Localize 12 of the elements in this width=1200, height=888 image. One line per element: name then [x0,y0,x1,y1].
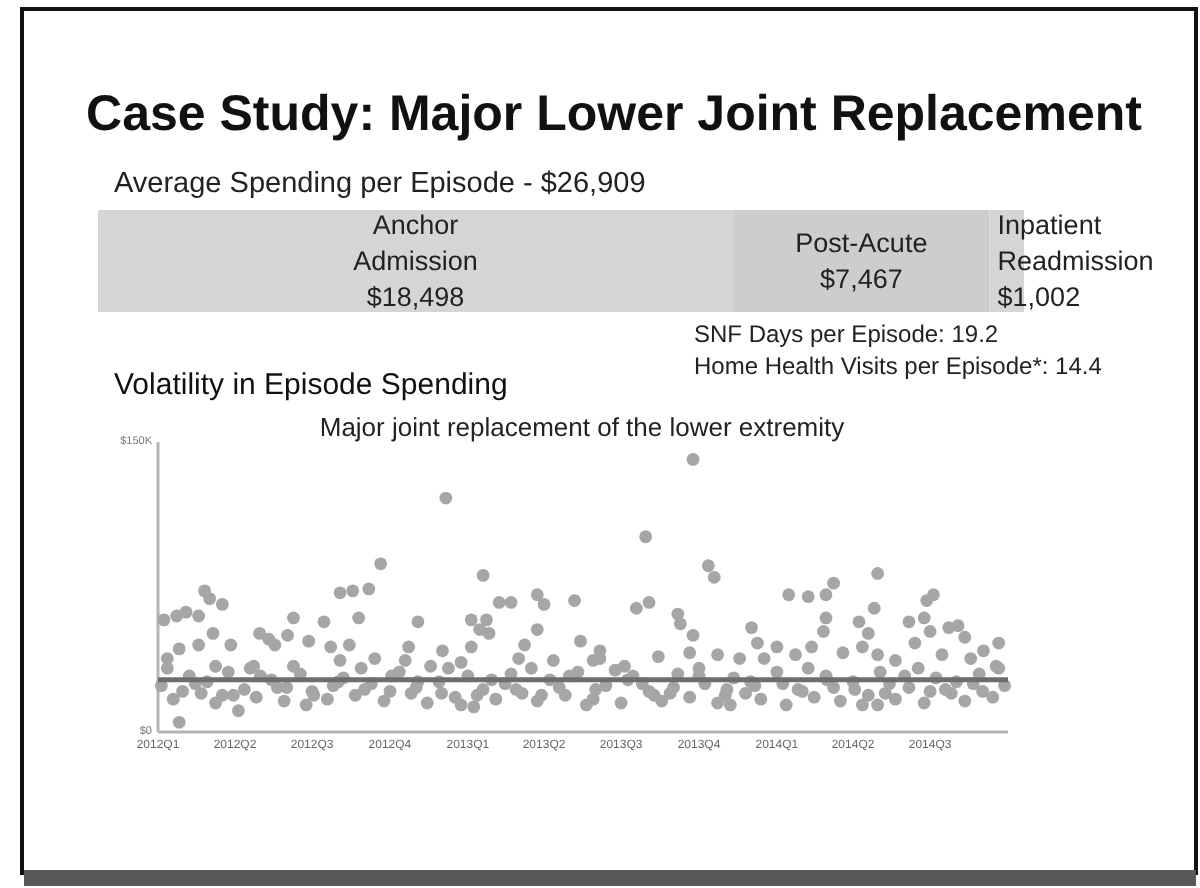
chart-title: Case Study: Major Lower Joint Replacement [86,86,1144,142]
series-label: Inpatient Readmission [997,210,1154,276]
data-label: $1,002 [997,282,1081,312]
data-label: $18,498 [366,282,465,312]
chart-subtitle: Average Spending per Episode - $26,909 [114,168,646,200]
series-label: Anchor Admission [353,210,478,276]
chart-title: Volatility in Episode Spending [114,368,508,402]
chart-subtitle: Major joint replacement of the lower extremity [319,412,846,442]
text: Home Health Visits per Episode*: 14.4 [694,352,1103,380]
text: SNF Days per Episode: 19.2 [694,320,999,348]
data-label: $7,467 [820,264,903,294]
series-label: Post-Acute [795,228,928,258]
